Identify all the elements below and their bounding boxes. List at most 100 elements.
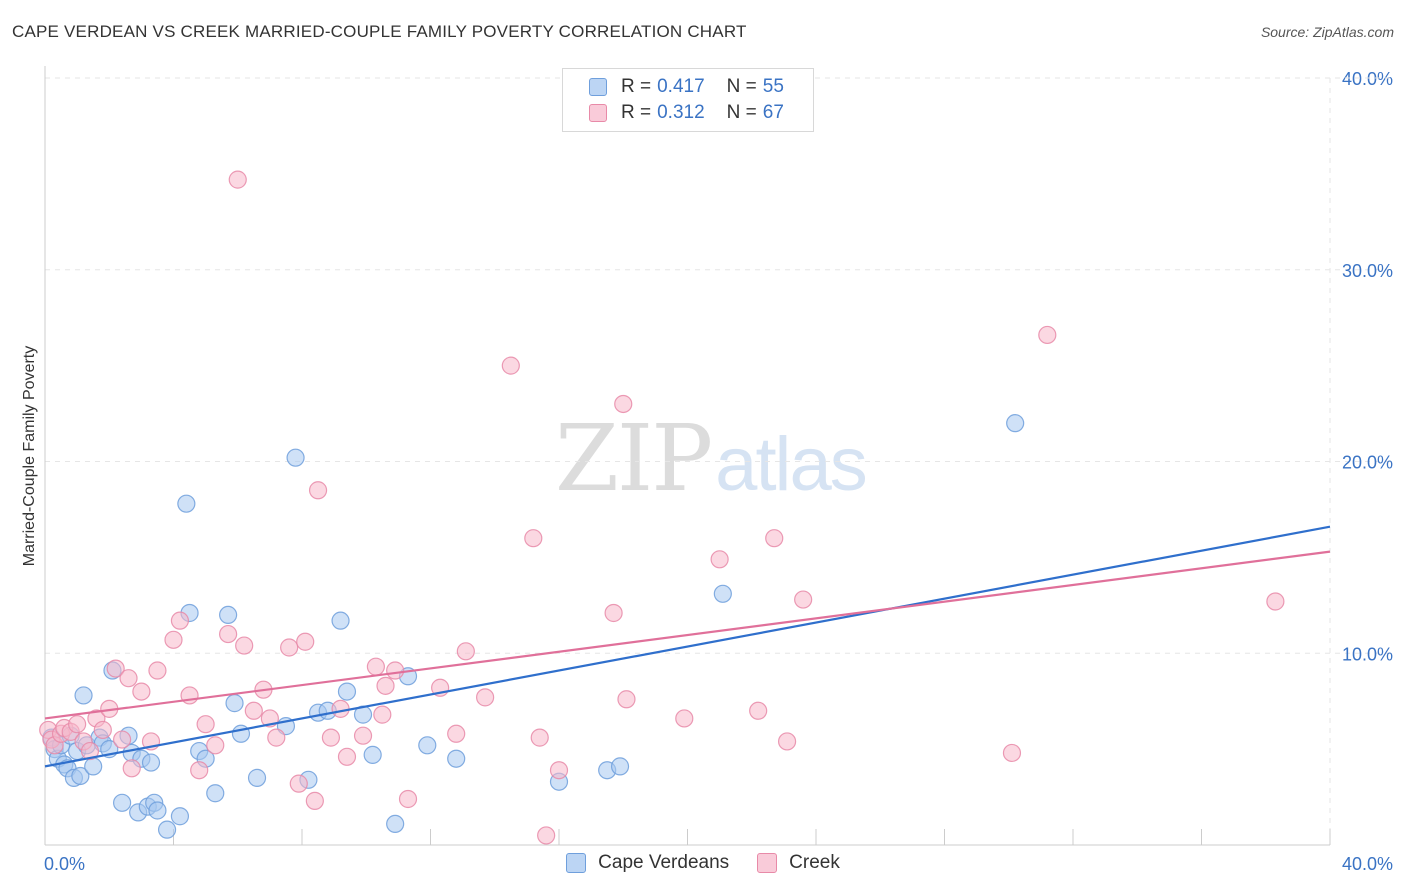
cape-verdean-point xyxy=(363,745,382,764)
legend-n-value: 55 xyxy=(762,76,784,97)
creek-point xyxy=(106,659,125,678)
creek-point xyxy=(524,529,543,548)
creek-point xyxy=(296,632,315,651)
cape-verdean-point xyxy=(418,736,437,755)
creek-point xyxy=(244,701,263,720)
series-label: Cape Verdeans xyxy=(598,852,730,873)
creek-point xyxy=(604,603,623,623)
cape-verdean-point xyxy=(610,757,630,776)
creek-point xyxy=(710,550,729,569)
creek-point xyxy=(549,761,569,780)
source-credit: Source: ZipAtlas.com xyxy=(1260,24,1394,40)
creek-point xyxy=(476,688,495,707)
legend-swatch-pink xyxy=(589,104,607,122)
cape-verdean-point xyxy=(112,793,132,812)
y-tick-label: 40.0% xyxy=(1342,69,1393,89)
legend-r-value: 0.417 xyxy=(657,76,705,97)
cape-verdean-point xyxy=(148,801,167,820)
watermark-atlas: atlas xyxy=(715,422,868,507)
cape-verdean-point xyxy=(331,611,350,630)
creek-point xyxy=(219,624,238,644)
cape-verdean-point xyxy=(84,757,103,776)
legend-row-creek: R = 0.312 N = 67 xyxy=(589,101,784,125)
cape-verdean-point xyxy=(225,694,244,713)
creek-point xyxy=(398,789,418,809)
cape-verdean-point xyxy=(219,605,238,625)
creek-point xyxy=(93,720,112,740)
watermark: ZIPatlas xyxy=(555,405,868,512)
creek-point xyxy=(164,630,183,649)
cape-verdean-point xyxy=(141,753,161,772)
creek-point xyxy=(386,661,405,680)
cape-verdean-point xyxy=(337,682,357,701)
creek-point xyxy=(617,690,636,709)
creek-point xyxy=(447,724,466,743)
creek-point xyxy=(321,728,341,747)
cape-verdean-point xyxy=(157,820,177,839)
creek-point xyxy=(68,715,87,734)
cape-verdean-point xyxy=(74,686,93,705)
creek-point xyxy=(530,728,549,747)
cape-verdean-point xyxy=(71,766,90,786)
creek-point xyxy=(614,394,633,414)
creek-point xyxy=(337,747,357,766)
y-tick-label: 30.0% xyxy=(1342,261,1393,281)
creek-point xyxy=(80,741,100,761)
cape-verdean-point xyxy=(713,584,732,603)
watermark-zip: ZIP xyxy=(555,405,713,512)
creek-point xyxy=(228,170,247,189)
series-legend: Cape Verdeans Creek xyxy=(0,852,1406,874)
series-swatch-blue xyxy=(566,853,587,873)
creek-point xyxy=(280,638,299,657)
legend-r-label: R = xyxy=(621,76,652,97)
creek-point xyxy=(376,676,395,695)
cape-verdean-point xyxy=(1006,414,1025,433)
creek-point xyxy=(267,728,286,747)
creek-trend-line xyxy=(44,550,1331,720)
legend-row-cape-verdeans: R = 0.417 N = 55 xyxy=(589,75,784,99)
y-tick-label: 20.0% xyxy=(1342,453,1393,473)
creek-point xyxy=(537,826,556,845)
creek-point xyxy=(1266,592,1285,611)
creek-point xyxy=(353,726,373,745)
legend-n-label: N = xyxy=(726,76,757,97)
creek-point xyxy=(305,791,324,810)
creek-point xyxy=(190,761,209,780)
legend-r-label: R = xyxy=(621,102,652,123)
cape-verdean-trend-line xyxy=(44,525,1331,768)
cape-verdean-point xyxy=(286,448,305,467)
creek-point xyxy=(119,669,138,688)
creek-point xyxy=(675,709,694,728)
creek-point xyxy=(170,611,190,630)
legend-n-label: N = xyxy=(726,102,757,123)
chart-title: CAPE VERDEAN VS CREEK MARRIED-COUPLE FAM… xyxy=(12,22,747,41)
series-legend-creek: Creek xyxy=(757,852,840,874)
creek-point xyxy=(196,715,215,734)
creek-point xyxy=(765,529,784,548)
creek-point xyxy=(1002,743,1022,763)
creek-point xyxy=(112,730,132,749)
series-label: Creek xyxy=(789,852,840,873)
creek-point xyxy=(206,736,225,755)
correlation-legend: R = 0.417 N = 55 R = 0.312 N = 67 xyxy=(562,68,814,132)
creek-point xyxy=(1038,325,1057,345)
series-legend-cape-verdeans: Cape Verdeans xyxy=(566,852,729,874)
cape-verdean-point xyxy=(206,784,225,803)
cape-verdean-point xyxy=(386,814,405,834)
creek-point xyxy=(794,590,813,609)
legend-n-value: 67 xyxy=(762,102,784,123)
cape-verdean-point xyxy=(177,494,196,513)
creek-point xyxy=(777,732,797,751)
creek-point xyxy=(235,636,254,655)
series-swatch-pink xyxy=(757,853,778,873)
creek-point xyxy=(456,642,475,661)
creek-point xyxy=(331,699,350,718)
creek-point xyxy=(122,759,141,778)
cape-verdean-point xyxy=(170,807,190,826)
legend-swatch-blue xyxy=(589,78,607,96)
creek-point xyxy=(749,701,768,720)
y-tick-label: 10.0% xyxy=(1342,644,1393,664)
creek-point xyxy=(501,356,520,375)
legend-r-value: 0.312 xyxy=(657,102,705,123)
